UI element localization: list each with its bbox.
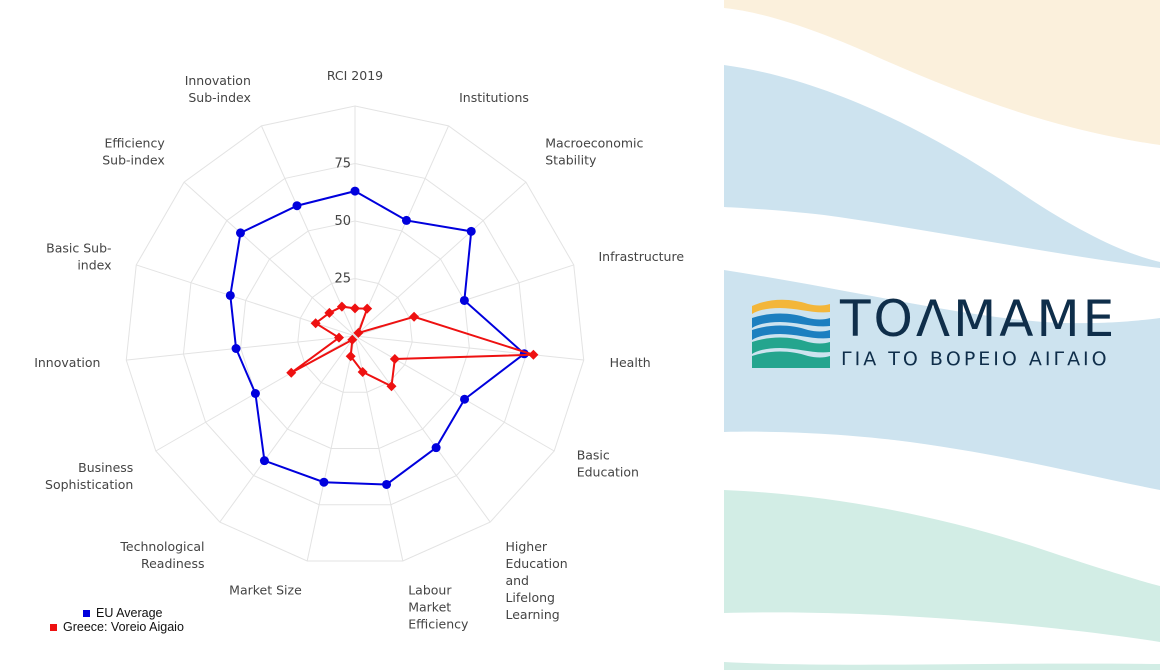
series-0-point-6[interactable]	[431, 443, 441, 453]
series-1-point-10[interactable]	[286, 367, 297, 378]
series-0-point-14[interactable]	[292, 201, 302, 211]
series-0-point-8[interactable]	[319, 477, 329, 487]
series-1-point-14[interactable]	[336, 301, 347, 312]
axis-label-13: Efficiency Sub-index	[102, 136, 165, 168]
brand-title: ΤΟΛΜΑΜΕ	[840, 290, 1118, 348]
spoke-11	[126, 335, 356, 361]
axis-label-6: Higher Education and Lifelong Learning	[505, 539, 567, 622]
spoke-6	[354, 335, 491, 523]
series-1-point-2[interactable]	[353, 327, 364, 338]
series-1-point-4[interactable]	[528, 349, 539, 360]
series-1-point-3[interactable]	[409, 311, 420, 322]
spoke-2	[354, 181, 527, 337]
spoke-12	[136, 264, 356, 337]
series-0-point-11[interactable]	[231, 344, 241, 354]
grid-ring-2	[240, 220, 470, 449]
series-1-point-0[interactable]	[350, 303, 360, 314]
decorative-waves	[724, 0, 1160, 670]
spoke-9	[219, 335, 356, 523]
wave-green-bottom	[724, 662, 1160, 670]
axis-label-12: Basic Sub-index	[46, 240, 111, 272]
axis-label-10: Business Sophistication	[45, 460, 133, 492]
axis-label-2: Macroeconomic Stability	[545, 136, 643, 168]
series-0-point-0[interactable]	[350, 186, 360, 196]
grid-ring-4	[125, 105, 585, 562]
series-1-point-8[interactable]	[345, 351, 356, 362]
axis-label-4: Health	[610, 355, 651, 370]
radar-grid	[125, 105, 585, 562]
series-1-point-6[interactable]	[386, 381, 397, 392]
wave-green	[724, 490, 1160, 642]
axis-label-3: Infrastructure	[598, 249, 684, 264]
grid-ring-3	[182, 162, 528, 506]
series-0-point-10[interactable]	[250, 389, 260, 398]
radar-ticks: 25 50 75	[334, 157, 351, 287]
series-0-point-13[interactable]	[235, 228, 245, 238]
chart-legend: EU Average Greece: Voreio Aigaio	[50, 606, 184, 634]
legend-item-region[interactable]: Greece: Voreio Aigaio	[50, 620, 184, 634]
spoke-14	[260, 125, 356, 337]
legend-label-eu: EU Average	[96, 606, 163, 620]
tick-label-75: 75	[334, 157, 351, 172]
series-0-point-2[interactable]	[466, 226, 476, 236]
legend-swatch-eu	[83, 609, 90, 617]
axis-label-11: Innovation	[34, 355, 100, 370]
grid-ring-1	[297, 277, 413, 393]
series-1	[286, 301, 539, 392]
spoke-4	[354, 335, 584, 361]
series-0-point-9[interactable]	[259, 456, 269, 466]
series-0	[225, 186, 529, 489]
axis-label-14: Innovation Sub-index	[185, 73, 251, 105]
spoke-5	[354, 335, 555, 452]
axis-label-7: Labour Market Efficiency	[408, 582, 469, 631]
tick-label-25: 25	[334, 272, 351, 287]
series-1-point-11[interactable]	[333, 332, 344, 343]
series-1-point-13[interactable]	[324, 307, 335, 318]
series-line-0	[229, 190, 526, 486]
series-1-point-1[interactable]	[362, 303, 373, 314]
wave-blue-top	[724, 65, 1160, 268]
series-1-point-12[interactable]	[310, 318, 321, 329]
legend-item-eu[interactable]: EU Average	[50, 606, 184, 620]
spoke-8	[306, 335, 356, 562]
spoke-1	[354, 125, 450, 337]
series-1-point-7[interactable]	[357, 366, 368, 377]
brand-emblem-icon	[752, 299, 830, 368]
legend-swatch-region	[50, 623, 57, 631]
series-1-point-5[interactable]	[389, 354, 400, 364]
series-0-point-3[interactable]	[459, 295, 469, 305]
series-0-point-12[interactable]	[225, 290, 235, 300]
brand-subtitle: ΓΙΑ ΤΟ ΒΟΡΕΙΟ ΑΙΓΑΙΟ	[841, 348, 1110, 370]
tick-label-50: 50	[334, 214, 351, 229]
legend-label-region: Greece: Voreio Aigaio	[63, 620, 184, 634]
axis-label-5: Basic Education	[577, 448, 639, 480]
radar-axis-labels: RCI 2019 Institutions Macroeconomic Stabili…	[34, 68, 684, 631]
series-1-point-9[interactable]	[347, 334, 358, 345]
axis-label-0: RCI 2019	[327, 68, 383, 83]
axis-label-9: Technological Readiness	[119, 539, 204, 571]
wave-sand	[724, 0, 1160, 145]
series-line-1	[290, 305, 534, 388]
radar-chart: 25 50 75 RCI 2019 Institutions Macroeconomic…	[34, 68, 684, 631]
series-0-point-7[interactable]	[382, 479, 392, 489]
series-0-point-5[interactable]	[460, 394, 470, 404]
radar-series	[225, 186, 539, 489]
brand-logo: ΤΟΛΜΑΜΕ ΓΙΑ ΤΟ ΒΟΡΕΙΟ ΑΙΓΑΙΟ	[750, 290, 1150, 376]
series-0-point-1[interactable]	[401, 215, 411, 225]
wave-blue-middle	[724, 270, 1160, 490]
axis-label-1: Institutions	[459, 90, 529, 105]
spoke-13	[183, 181, 356, 337]
axis-label-8: Market Size	[229, 582, 302, 597]
